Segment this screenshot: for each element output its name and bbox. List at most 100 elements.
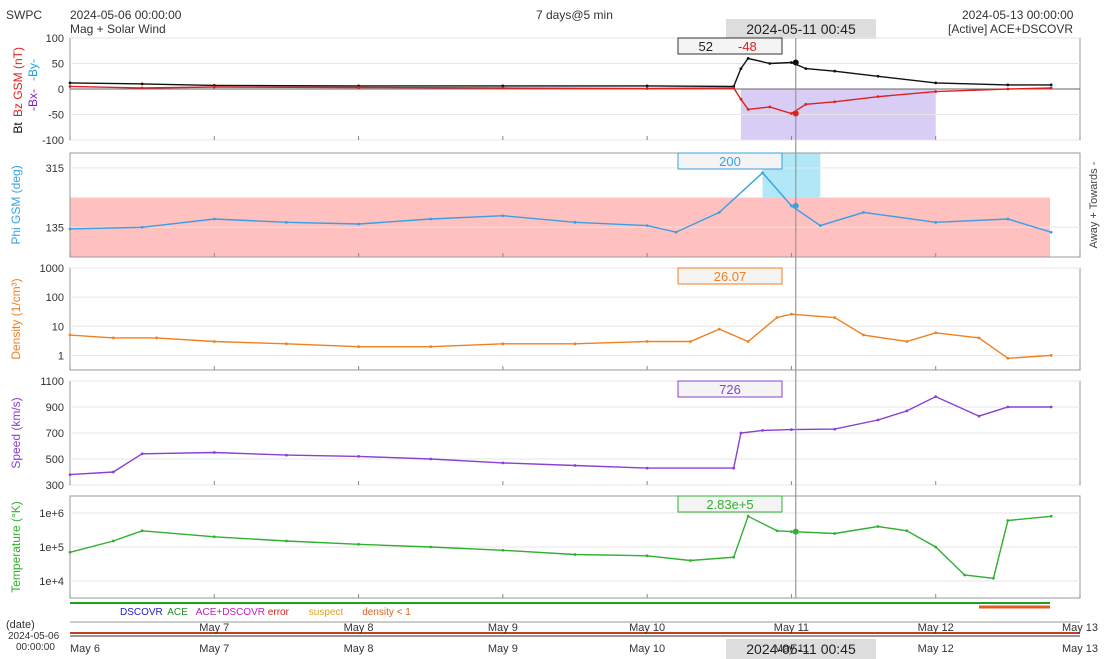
data-point-phi <box>357 222 360 226</box>
data-point-density <box>357 345 360 349</box>
data-point-density <box>429 345 433 349</box>
ytick-mag: 0 <box>58 84 64 96</box>
data-point-phi <box>212 217 216 221</box>
data-point-density <box>573 342 577 346</box>
data-point-density <box>212 340 216 343</box>
ytick-density: 10 <box>52 321 64 333</box>
data-point-speed <box>1006 405 1010 409</box>
data-point-speed <box>645 466 649 470</box>
data-point-density <box>775 316 779 319</box>
data-point-temp <box>790 530 793 534</box>
xtick-label-bottom-6: May 12 <box>918 643 954 655</box>
ytick-speed: 500 <box>46 454 64 466</box>
ytick-mag: 100 <box>46 33 64 45</box>
data-point-density <box>934 331 938 335</box>
data-point-temp <box>501 548 505 552</box>
data-point-speed <box>212 451 216 454</box>
legend-item-5: density < 1 <box>362 607 411 618</box>
data-point-density <box>1049 354 1053 357</box>
data-point-phi <box>501 214 505 218</box>
subtitle: Mag + Solar Wind <box>70 22 166 36</box>
data-point-temp <box>429 545 433 549</box>
legend-item-1: ACE <box>167 607 188 618</box>
data-point-phi <box>717 211 721 214</box>
series-speed <box>69 395 1052 476</box>
ytick-density: 1 <box>58 350 64 362</box>
data-point-temp <box>746 514 750 518</box>
data-point-speed <box>761 429 764 432</box>
data-point-speed <box>977 414 981 418</box>
date-start-line1: 2024-05-06 <box>8 631 60 642</box>
xtick-label-top-5: May 11 <box>774 622 809 634</box>
data-point-mag <box>140 86 144 90</box>
data-point-speed <box>739 431 743 435</box>
ytick-phi: 315 <box>46 163 64 175</box>
data-point-mag <box>732 86 736 90</box>
xtick-label-top-3: May 9 <box>488 622 518 634</box>
data-point-phi <box>934 220 938 224</box>
legend-item-2: ACE+DSCOVR <box>196 607 265 618</box>
data-point-temp <box>1049 514 1053 518</box>
data-point-temp <box>111 539 115 543</box>
data-point-phi <box>818 224 822 228</box>
ytick-mag: -100 <box>42 135 64 147</box>
xtick-label-bottom-0: May 6 <box>70 643 100 655</box>
ytick-phi: 135 <box>46 222 64 234</box>
series-density <box>69 313 1052 360</box>
data-point-mag <box>1006 83 1010 87</box>
data-point-phi <box>1049 230 1053 234</box>
data-point-mag <box>876 74 880 78</box>
ylabel-bx: -Bx- <box>26 89 40 111</box>
data-point-mag <box>833 100 837 104</box>
data-point-mag <box>833 69 837 73</box>
start-time: 2024-05-06 00:00:00 <box>70 8 182 22</box>
ylabel-density: Density (1/cm³) <box>9 278 23 359</box>
cursor-marker-bz <box>792 110 799 117</box>
data-point-temp <box>689 559 692 562</box>
data-point-density <box>905 340 909 343</box>
source-label: [Active] ACE+DSCOVR <box>948 22 1074 36</box>
data-point-phi <box>285 220 288 224</box>
ytick-temp: 1e+4 <box>39 576 64 588</box>
date-label: (date) <box>6 619 35 631</box>
data-point-mag <box>790 61 793 64</box>
ytick-mag: -50 <box>48 110 64 122</box>
readout-mag-box <box>677 37 783 55</box>
xtick-label-top-1: May 7 <box>199 622 229 634</box>
series-bt <box>69 57 1052 88</box>
xtick-label-top-6: May 12 <box>918 622 954 634</box>
ytick-speed: 900 <box>46 402 64 414</box>
data-point-density <box>1006 356 1010 360</box>
data-point-temp <box>775 529 779 533</box>
data-point-mag <box>645 84 649 88</box>
readout-density-box <box>677 267 783 285</box>
data-point-mag <box>140 82 144 86</box>
data-point-density <box>689 340 692 343</box>
data-point-speed <box>732 466 736 470</box>
data-point-speed <box>111 470 115 474</box>
data-point-mag <box>212 85 216 89</box>
cursor-time-top[interactable]: 2024-05-11 00:45 <box>726 19 876 39</box>
xtick-label-top-4: May 10 <box>629 622 665 634</box>
cursor-marker-phi <box>792 202 799 209</box>
data-point-speed <box>573 464 577 467</box>
data-point-mag <box>804 67 808 70</box>
data-point-temp <box>212 535 216 539</box>
data-point-speed <box>429 457 433 461</box>
data-point-speed <box>833 427 837 431</box>
data-point-speed <box>285 453 288 457</box>
legend-item-3: error <box>268 607 290 618</box>
data-point-speed <box>501 461 505 465</box>
ytick-temp: 1e+5 <box>39 542 64 554</box>
data-point-speed <box>790 428 793 432</box>
cursor-time-bottom[interactable]: 2024-05-11 00:45 <box>726 639 876 659</box>
data-point-mag <box>739 97 743 101</box>
data-point-temp <box>140 529 144 533</box>
data-point-mag <box>876 95 880 99</box>
span-label: 7 days@5 min <box>536 8 613 22</box>
ylabel-temp: Temperature (°K) <box>9 501 23 593</box>
data-point-temp <box>876 525 880 528</box>
data-point-mag <box>68 85 72 88</box>
xtick-label-bottom-5: May 11 <box>774 643 809 655</box>
